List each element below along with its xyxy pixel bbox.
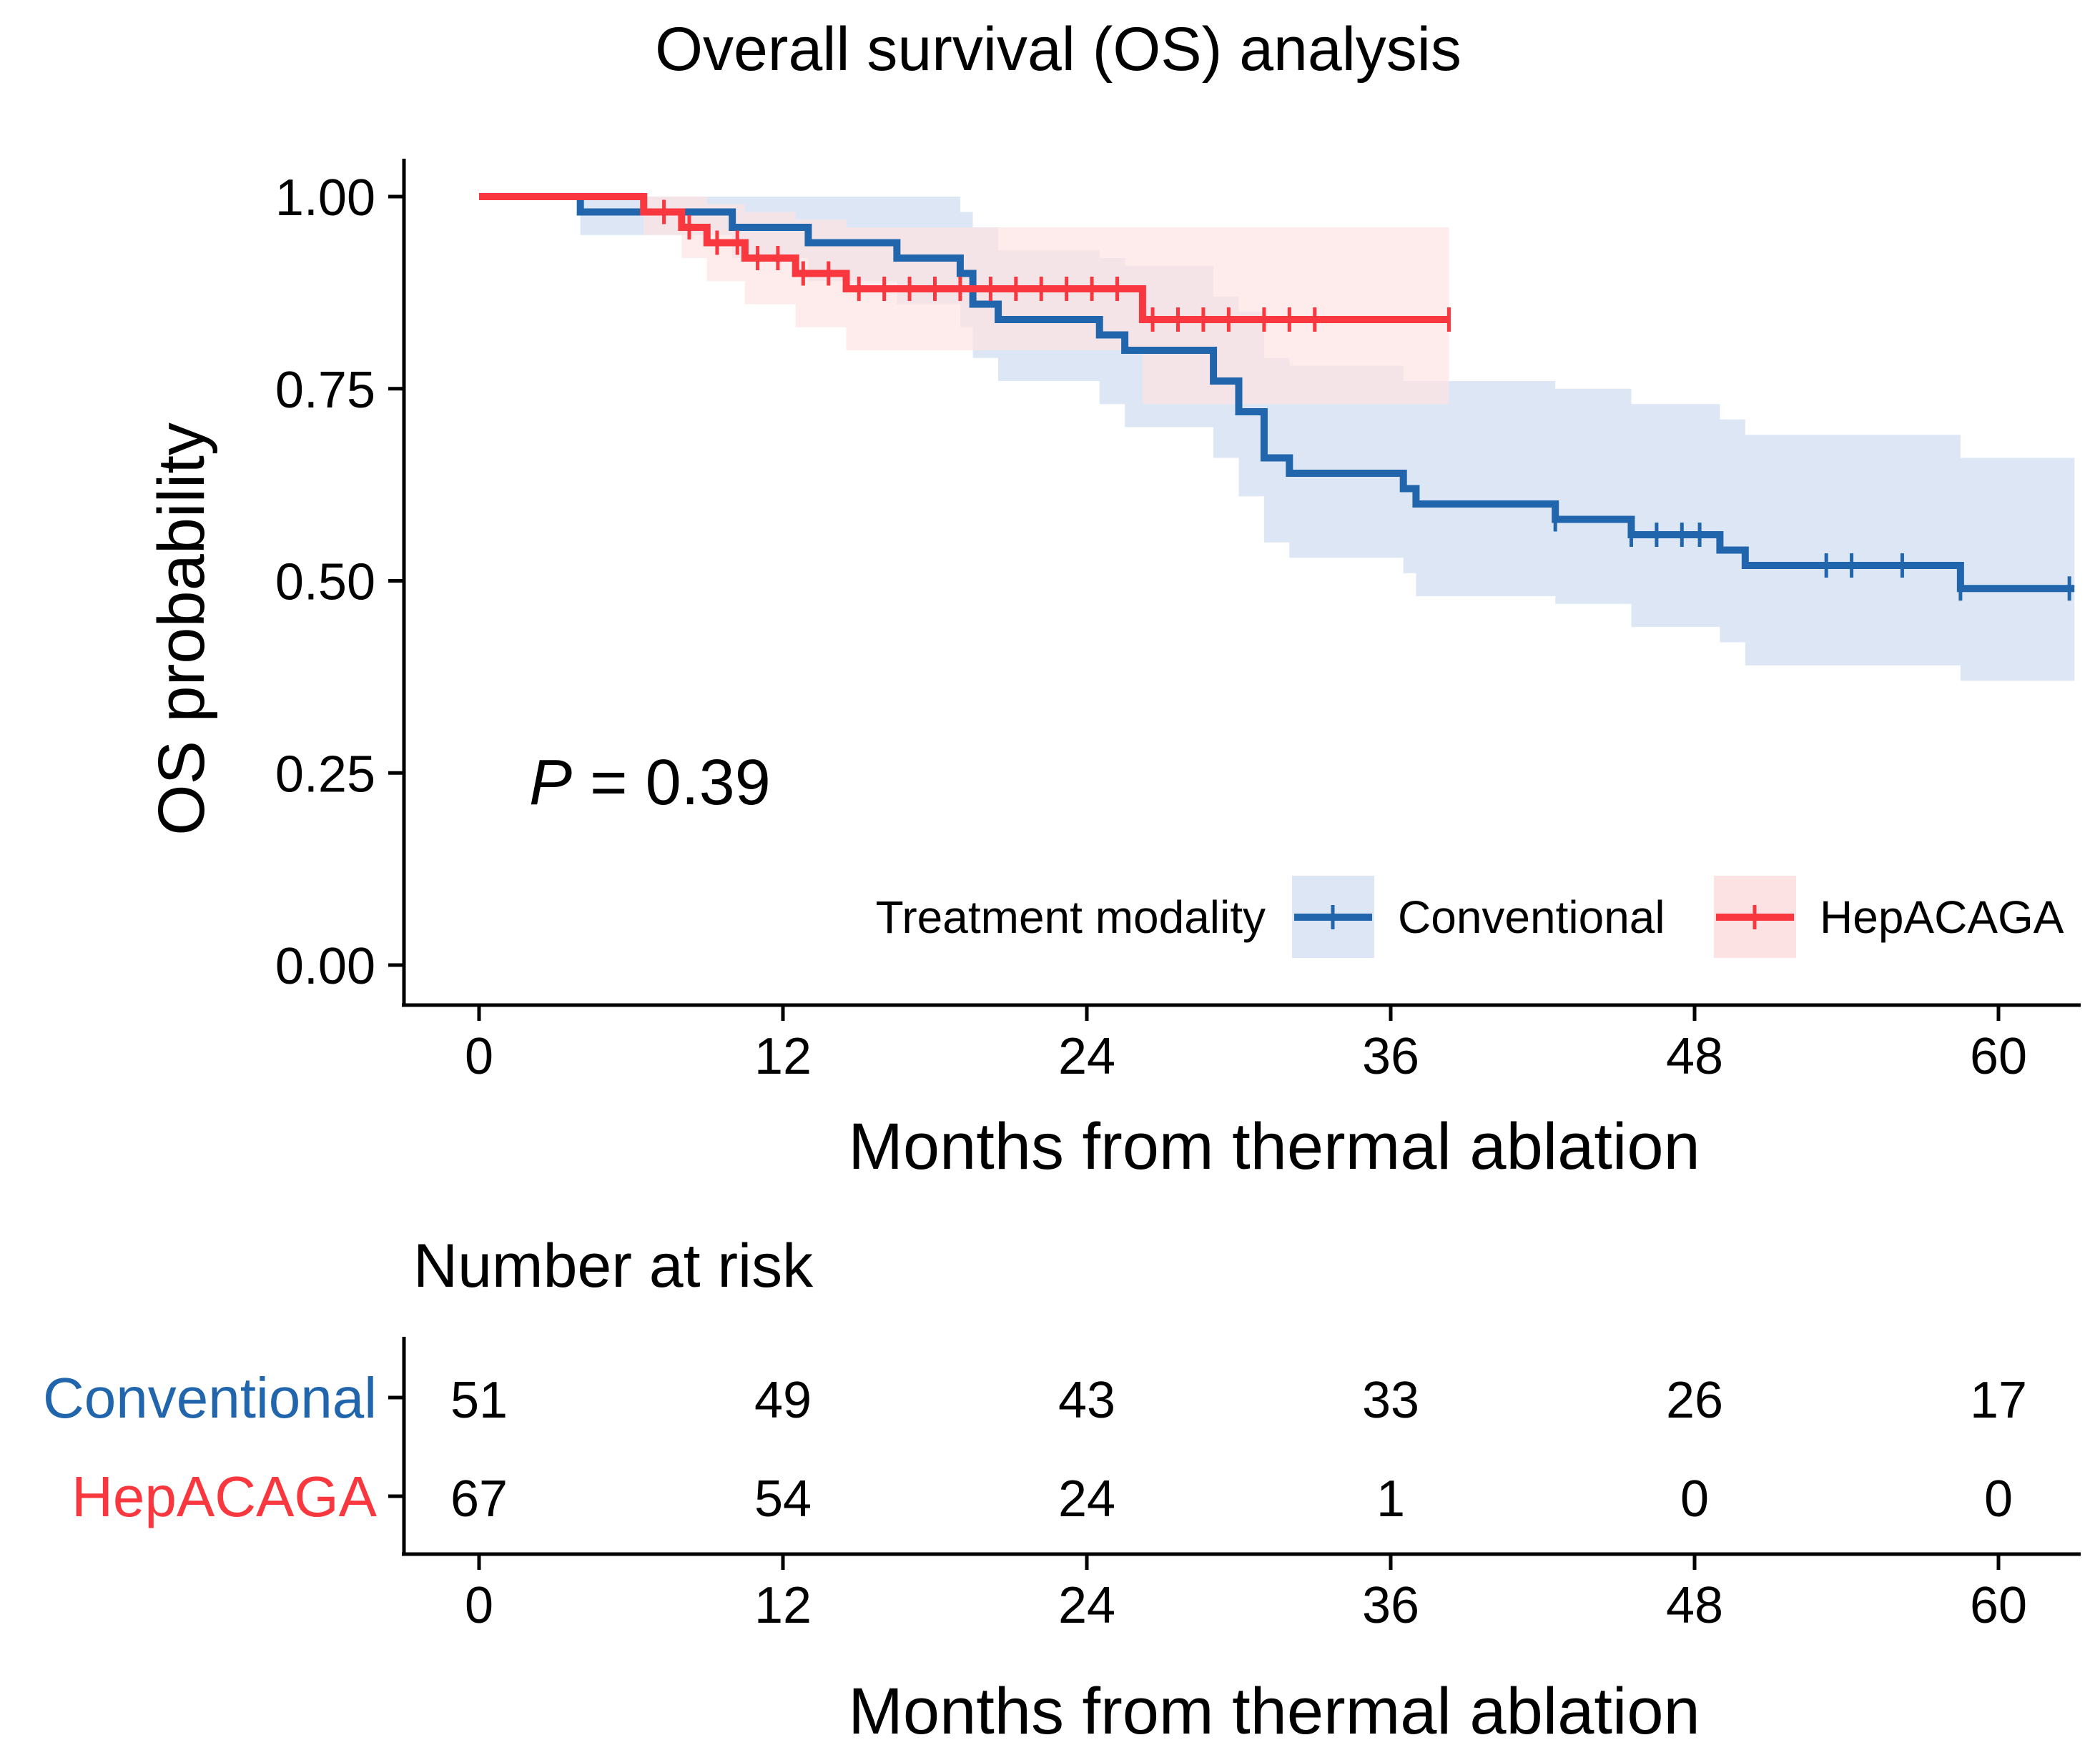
risk-cell-conventional: 26 [1666, 1372, 1723, 1429]
legend-title: Treatment modality [876, 891, 1266, 943]
risk-group-label-hepacaga: HepACAGA [72, 1465, 377, 1528]
censor-marks [662, 199, 2071, 601]
risk-table-cells: 51 49 43 33 26 17 67 54 24 1 0 0 [450, 1372, 2027, 1528]
x-tick-label: 48 [1666, 1028, 1723, 1085]
risk-x-tick-label: 12 [754, 1577, 812, 1634]
y-tick-label: 0.25 [275, 746, 375, 803]
y-tick-label: 0.50 [275, 554, 375, 611]
risk-table-axes [388, 1337, 2081, 1556]
risk-cell-conventional: 49 [754, 1372, 812, 1429]
risk-cell-hepacaga: 0 [1984, 1470, 2013, 1528]
y-axis-title: OS probability [145, 422, 218, 836]
risk-cell-conventional: 33 [1362, 1372, 1419, 1429]
risk-x-tick-label: 48 [1666, 1577, 1723, 1634]
ci-band-conventional [479, 197, 2075, 681]
x-tick-label: 24 [1058, 1028, 1115, 1085]
risk-cell-conventional: 51 [450, 1372, 508, 1429]
risk-x-axis-title: Months from thermal ablation [848, 1675, 1700, 1748]
x-tick-label: 12 [754, 1028, 812, 1085]
x-tick-label: 36 [1362, 1028, 1419, 1085]
x-tick-label: 0 [465, 1028, 493, 1085]
p-value-symbol: P [529, 747, 572, 819]
risk-cell-conventional: 43 [1058, 1372, 1115, 1429]
risk-x-tick-label: 0 [465, 1577, 493, 1634]
legend-label-conventional: Conventional [1398, 891, 1665, 943]
risk-x-ticks: 0 12 24 36 48 60 [465, 1554, 2027, 1634]
risk-cell-hepacaga: 54 [754, 1470, 812, 1528]
risk-table-title: Number at risk [413, 1232, 814, 1300]
y-tick-label: 1.00 [275, 169, 375, 227]
risk-cell-hepacaga: 1 [1376, 1470, 1405, 1528]
p-value-text: = 0.39 [572, 747, 771, 819]
x-axis-title: Months from thermal ablation [848, 1110, 1700, 1183]
p-value-annotation: P = 0.39 [529, 747, 771, 819]
y-tick-label: 0.00 [275, 938, 375, 995]
y-tick-label: 0.75 [275, 362, 375, 419]
chart-title: Overall survival (OS) analysis [655, 15, 1461, 84]
risk-cell-hepacaga: 0 [1680, 1470, 1709, 1528]
legend: Treatment modality Conventional HepACAGA [876, 876, 2064, 958]
x-ticks: 0 12 24 36 48 60 [465, 1005, 2027, 1085]
risk-x-tick-label: 60 [1970, 1577, 2027, 1634]
x-tick-label: 60 [1970, 1028, 2027, 1085]
legend-label-hepacaga: HepACAGA [1820, 891, 2064, 943]
risk-x-tick-label: 24 [1058, 1577, 1115, 1634]
risk-group-label-conventional: Conventional [43, 1366, 377, 1430]
risk-cell-hepacaga: 24 [1058, 1470, 1115, 1528]
risk-cell-conventional: 17 [1970, 1372, 2027, 1429]
risk-cell-hepacaga: 67 [450, 1470, 508, 1528]
survival-line-hepacaga [479, 193, 1449, 323]
risk-x-tick-label: 36 [1362, 1577, 1419, 1634]
y-ticks: 0.00 0.25 0.50 0.75 1.00 [275, 169, 404, 995]
